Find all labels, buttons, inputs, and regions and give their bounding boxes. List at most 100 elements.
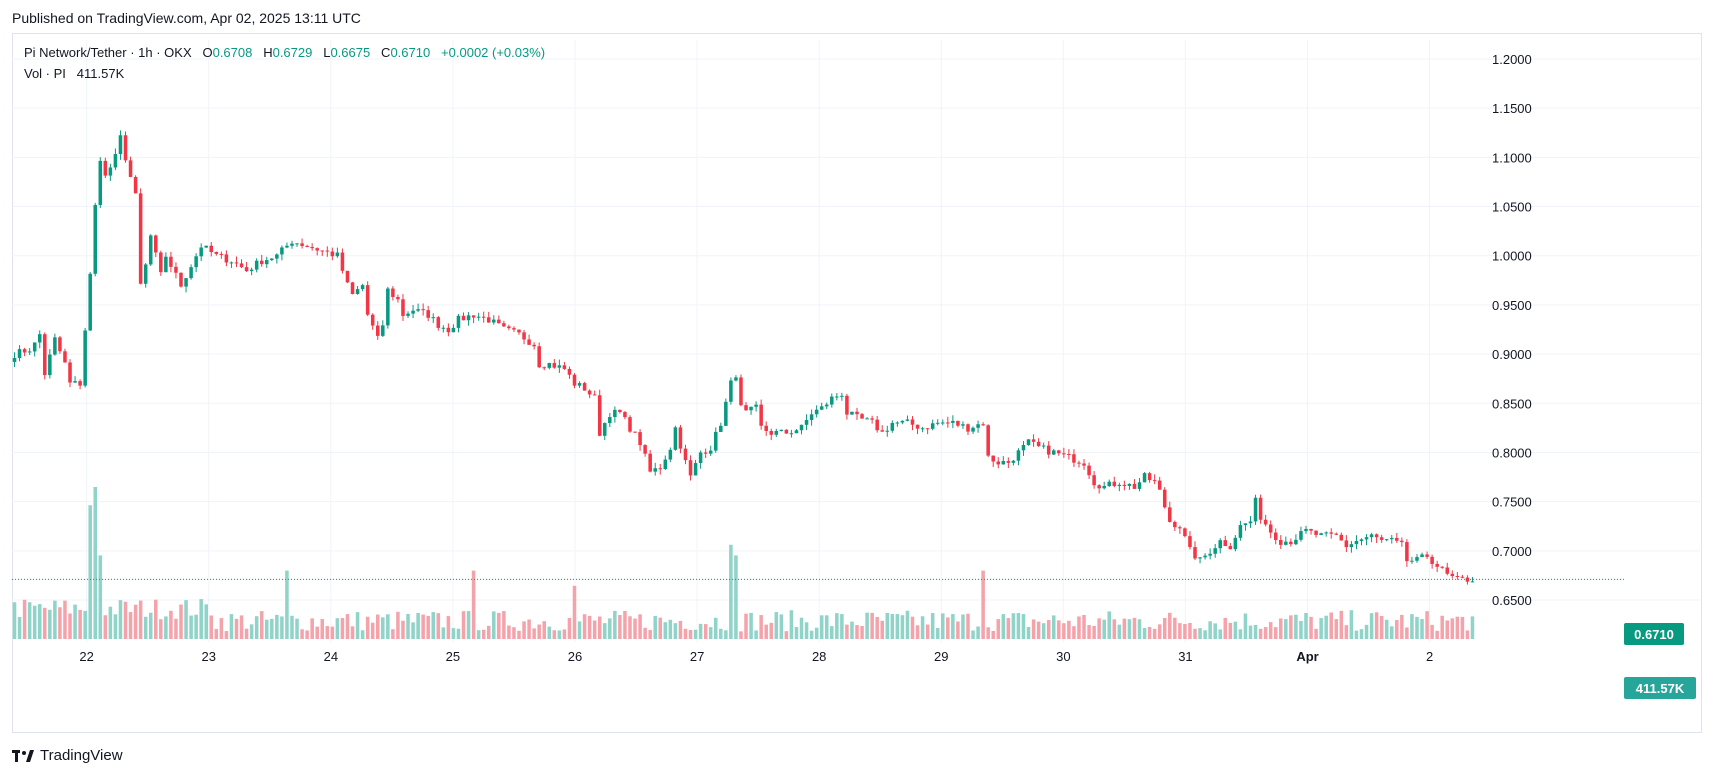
candle-body	[113, 154, 118, 168]
candle-body	[1198, 557, 1202, 559]
candle-body	[1263, 519, 1268, 525]
candle-body	[537, 346, 541, 368]
y-tick-label: 1.2000	[1492, 52, 1532, 67]
chart-frame	[12, 33, 1702, 733]
candle-body	[1248, 521, 1253, 524]
legend-l-label: L	[323, 45, 331, 60]
y-tick-label: 1.0500	[1492, 200, 1532, 215]
volume-bar	[567, 618, 572, 639]
candle-body	[1147, 473, 1152, 481]
y-axis: 1.2000 1.1500 1.1000 1.0500 1.0000 0.9500 0.90…	[1492, 52, 1532, 608]
candle-body	[103, 160, 108, 176]
volume-bar	[1445, 620, 1450, 639]
volume-bar	[416, 612, 420, 639]
volume-bar	[860, 626, 864, 639]
candle-body	[53, 337, 57, 355]
candle-body	[456, 315, 461, 328]
volume-bar	[1162, 617, 1167, 639]
volume-bar	[981, 570, 985, 639]
candle-body	[1087, 465, 1091, 476]
candle-body	[961, 424, 965, 426]
candle-body	[1364, 537, 1369, 540]
candle-body	[966, 424, 970, 432]
volume-bar	[391, 629, 395, 639]
volume-bar	[1183, 624, 1187, 639]
candle-body	[769, 430, 774, 435]
candle-body	[860, 414, 864, 419]
volume-bar	[17, 617, 22, 639]
candle-body	[1314, 530, 1318, 535]
volume-bar	[991, 630, 995, 639]
volume-bar	[835, 613, 839, 639]
candle-body	[1188, 536, 1192, 548]
candle-body	[971, 427, 975, 432]
volume-bar	[1112, 619, 1117, 639]
candle-body	[426, 310, 430, 318]
volume-bar	[1349, 610, 1354, 639]
volume-bar	[875, 616, 879, 639]
volume-bar	[1334, 619, 1339, 639]
volume-bar	[865, 612, 869, 639]
candle-body	[58, 337, 62, 352]
volume-bar	[396, 611, 400, 639]
volume-bar	[1294, 614, 1298, 639]
grid	[12, 40, 1700, 642]
volume-bar	[1228, 622, 1233, 639]
volume-bar	[1289, 615, 1293, 639]
volume-bar	[315, 626, 319, 639]
candle-body	[229, 262, 234, 264]
volume-bar	[1082, 614, 1086, 639]
volume-bar	[592, 620, 597, 639]
candle-body	[1031, 439, 1036, 442]
candle-body	[784, 429, 789, 434]
candle-body	[234, 262, 239, 264]
volume-bar	[1051, 615, 1056, 639]
candle-body	[27, 351, 32, 353]
candle-body	[562, 365, 567, 369]
volume-bar	[648, 630, 652, 639]
volume-bar	[744, 613, 748, 639]
volume-bar	[113, 614, 118, 639]
volume-bar	[431, 612, 436, 639]
tradingview-brand[interactable]: TradingView	[12, 747, 123, 764]
volume-bar	[436, 613, 441, 639]
x-tick-label: 25	[446, 649, 460, 664]
volume-bar	[1460, 616, 1465, 639]
candle-body	[1435, 563, 1439, 567]
volume-bar	[335, 618, 340, 639]
candle-body	[1046, 445, 1051, 455]
volume-bar	[239, 615, 244, 639]
volume-bar	[562, 629, 567, 639]
candle-body	[930, 423, 935, 429]
volume-bar	[966, 613, 970, 639]
candle-body	[915, 424, 920, 429]
volume-bar	[1243, 613, 1248, 639]
volume-bar	[855, 625, 859, 639]
volume-bar	[1258, 628, 1263, 639]
volume-bar	[43, 607, 47, 639]
candle-body	[552, 363, 557, 368]
volume-bar	[537, 624, 541, 639]
candle-body	[1077, 462, 1081, 464]
candle-body	[22, 349, 27, 353]
volume-bar	[880, 620, 884, 639]
volume-bar	[320, 619, 325, 639]
candle-body	[1001, 461, 1006, 465]
volume-bar	[73, 604, 77, 639]
candle-body	[532, 344, 536, 347]
volume-bar	[840, 614, 844, 639]
candle-body	[93, 204, 98, 274]
candle-body	[1460, 576, 1465, 578]
candle-body	[118, 135, 123, 155]
candle-body	[1309, 528, 1313, 531]
candle-body	[1203, 555, 1207, 558]
candle-body	[68, 362, 72, 383]
candle-body	[900, 420, 905, 423]
volume-bar	[118, 600, 123, 639]
volume-bar	[764, 624, 768, 639]
volume-bar	[1021, 614, 1026, 639]
candle-body	[673, 427, 678, 450]
candle-body	[406, 313, 410, 316]
candle-body	[799, 424, 804, 431]
